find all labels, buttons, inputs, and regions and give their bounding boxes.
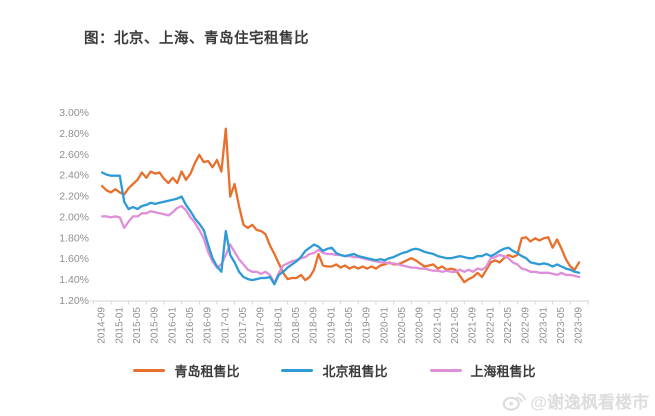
series-line-qingdao [100,127,581,284]
legend-label-beijing: 北京租售比 [322,364,388,379]
x-tick-label: 2021-09 [468,307,479,344]
watermark: @谢逸枫看楼市 [502,388,649,413]
chart-title: 图：北京、上海、青岛住宅租售比 [84,31,309,47]
x-tick-label: 2020-05 [397,307,408,344]
x-tick-label: 2019-09 [362,307,373,344]
legend-swatch-shanghai [429,368,462,373]
x-tick-label: 2015-05 [132,307,143,344]
y-tick-label: 2.40% [59,170,89,182]
legend-swatch-qingdao [133,368,166,373]
x-tick-label: 2021-01 [432,307,443,344]
x-tick-label: 2022-01 [485,307,496,344]
y-tick-label: 1.40% [59,274,89,286]
x-tick-label: 2015-01 [114,307,125,344]
y-tick-label: 1.20% [59,295,89,307]
series-line-beijing [100,171,581,286]
y-tick-label: 3.00% [59,107,89,119]
x-tick-label: 2016-09 [203,307,214,344]
x-tick-label: 2023-01 [538,307,549,344]
y-tick-label: 1.80% [59,232,89,244]
y-tick-label: 2.00% [59,211,89,223]
y-tick-label: 2.60% [59,149,89,161]
legend-item-shanghai: 上海租售比 [429,361,536,380]
x-tick-label: 2014-09 [97,307,108,344]
x-tick-label: 2021-05 [450,307,461,344]
chart-legend: 青岛租售比 北京租售比 上海租售比 [14,361,655,380]
legend-swatch-beijing [281,368,314,373]
y-tick-label: 2.20% [59,191,89,203]
x-tick-label: 2019-01 [326,307,337,344]
legend-label-shanghai: 上海租售比 [470,364,536,379]
y-tick-label: 2.80% [59,128,89,140]
x-tick-label: 2018-09 [309,307,320,344]
x-tick-label: 2020-09 [415,307,426,344]
y-tick-label: 1.60% [59,253,89,265]
x-tick-label: 2015-09 [150,307,161,344]
x-tick-label: 2018-01 [273,307,284,344]
x-tick-label: 2022-05 [503,307,514,344]
x-tick-label: 2023-09 [574,307,585,344]
series-line-shanghai [100,204,581,285]
x-tick-label: 2017-01 [220,307,231,344]
x-tick-label: 2017-05 [238,307,249,344]
legend-item-qingdao: 青岛租售比 [133,361,239,380]
x-tick-label: 2019-05 [344,307,355,344]
watermark-text: @谢逸枫看楼市 [530,393,649,412]
x-tick-label: 2020-01 [379,307,390,344]
x-tick-label: 2017-09 [256,307,267,344]
x-tick-label: 2022-09 [521,307,532,344]
x-tick-label: 2018-05 [291,307,302,344]
legend-label-qingdao: 青岛租售比 [174,364,240,379]
x-tick-label: 2016-05 [185,307,196,344]
x-tick-label: 2023-05 [556,307,567,344]
weibo-icon [503,391,527,411]
legend-item-beijing: 北京租售比 [281,361,388,380]
x-tick-label: 2016-01 [167,307,178,344]
